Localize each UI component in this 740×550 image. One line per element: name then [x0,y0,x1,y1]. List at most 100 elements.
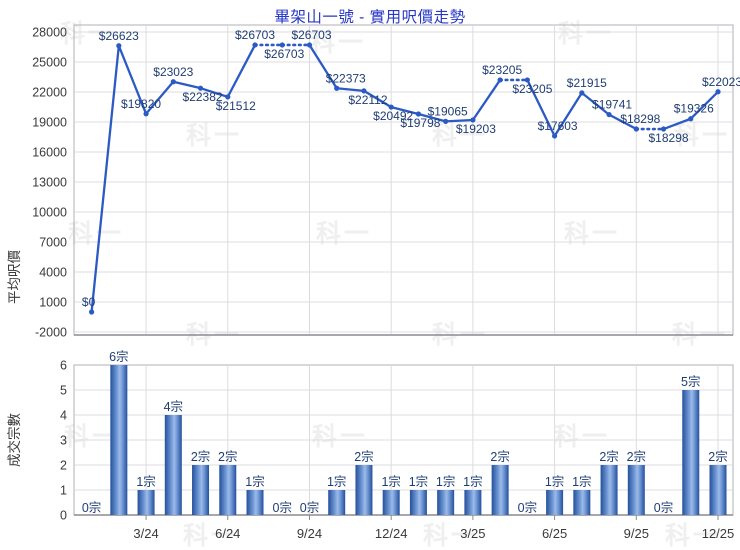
bar-label: 2宗 [599,449,618,464]
bar [164,415,182,515]
price-line-segment [526,78,556,138]
price-point-marker [279,42,285,48]
x-tick-label: 9/24 [297,526,322,541]
bar [546,490,564,515]
price-point-marker [633,126,639,132]
volume-y-tick-label: 5 [60,384,67,398]
price-point-label: $22373 [326,71,366,85]
bar [437,490,455,515]
price-y-tick-label: -2000 [35,326,67,340]
bar [192,465,210,515]
bar-label: 1宗 [245,474,264,489]
watermark-text: 科一 [432,122,488,150]
price-point-label: $0 [82,295,96,309]
bar-label: 1宗 [572,474,591,489]
price-point-marker [715,89,721,95]
bar-label: 1宗 [409,474,428,489]
price-y-tick-label: 10000 [32,206,67,220]
price-point-label: $18298 [620,112,660,126]
watermark-text: 科一 [68,220,124,248]
price-line-segment [471,78,502,122]
watermark-text: 科一 [423,522,479,550]
price-point-label: $26703 [264,47,304,61]
x-tick-label: 3/25 [460,526,485,541]
bar-label: 1宗 [136,474,155,489]
price-point-label: $22112 [348,93,387,107]
price-point-label: $26623 [99,29,139,43]
price-point-marker [443,118,449,124]
chart-title: 畢架山一號 - 實用呎價走勢 [274,9,466,26]
price-point-marker [252,42,258,48]
price-line-segment [580,91,611,116]
price-line-segment [444,118,475,123]
bar [219,465,237,515]
price-line-segment [689,90,720,120]
price-point-marker [143,111,149,117]
price-point-marker [170,79,176,85]
bar [137,490,155,515]
price-point-marker [524,77,530,83]
price-point-marker [606,111,612,118]
price-point-label: $18298 [649,131,689,145]
watermark-text: 科一 [186,122,242,150]
volume-y-tick-label: 0 [60,509,67,523]
price-point-marker [116,43,122,49]
bar [491,465,509,515]
bar [627,465,645,515]
bar-label: 4宗 [164,399,183,414]
price-y-tick-label: 4000 [39,266,67,280]
watermark-text: 科一 [554,423,610,451]
bar-label: 2宗 [354,449,373,464]
price-point-label: $19741 [592,98,632,112]
bar-label: 2宗 [218,449,237,464]
watermark-text: 科一 [564,220,620,248]
price-point-label: $23205 [512,82,552,96]
price-line-segment [199,87,229,99]
price-line-segment [362,89,393,109]
volume-y-tick-label: 1 [60,484,67,498]
price-line-segment [335,87,366,93]
bar [409,490,427,515]
volume-y-tick-label: 6 [60,359,67,373]
bar [246,490,264,515]
price-line-segment [172,80,202,90]
watermark-text: 科一 [665,522,721,550]
price-y-tick-label: 22000 [32,86,67,100]
price-y-tick-label: 13000 [32,176,67,190]
price-line-segment [144,80,175,115]
x-tick-label: 6/25 [542,526,567,541]
price-point-label: $23205 [482,63,522,77]
price-point-label: $22382 [183,90,223,104]
price-point-label: $19326 [674,102,714,116]
price-point-label: $22023 [702,75,740,89]
price-y-tick-label: 7000 [39,236,67,250]
x-tick-label: 6/24 [215,526,240,541]
price-point-marker [388,104,394,110]
bar [600,465,618,515]
bar-label: 0宗 [300,500,319,515]
bar-label: 0宗 [273,500,292,515]
price-point-label: $26703 [291,28,331,42]
price-line-segment [553,91,583,138]
price-line-segment [390,105,420,116]
bar-label: 1宗 [436,474,455,489]
price-line-segment [308,43,338,90]
bar-label: 0宗 [82,500,101,515]
price-line-segment [662,117,692,131]
watermark-text: 科一 [312,423,368,451]
bar-label: 2宗 [627,449,646,464]
price-point-label: $21512 [216,99,256,113]
bar-label: 1宗 [463,474,482,489]
x-tick-label: 12/25 [702,526,735,541]
price-line-segment [117,44,148,115]
bar [382,490,400,515]
price-y-tick-label: 1000 [39,296,67,310]
bar-label: 6宗 [109,349,128,364]
price-point-label: $20492 [373,109,413,123]
bar-label: 0宗 [654,500,673,515]
price-point-label: $17603 [538,119,578,133]
x-tick-label: 12/24 [375,526,408,541]
bar-label: 2宗 [191,449,210,464]
bar-label: 1宗 [545,474,564,489]
